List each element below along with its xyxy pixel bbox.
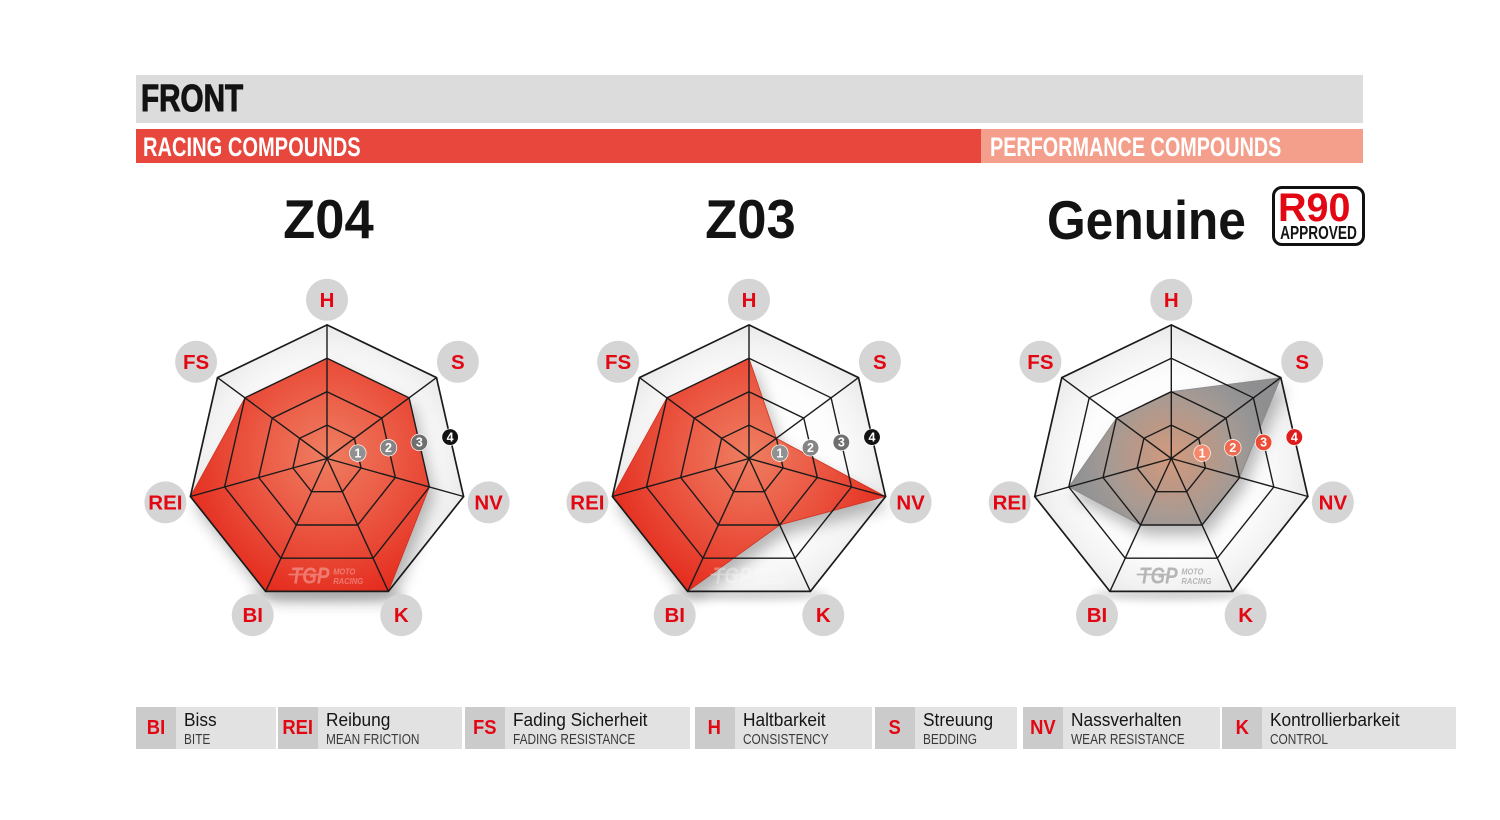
svg-text:REI: REI	[570, 491, 604, 514]
svg-text:MOTO: MOTO	[333, 567, 355, 577]
svg-text:REI: REI	[148, 491, 182, 514]
svg-text:FS: FS	[1027, 351, 1053, 374]
svg-text:BI: BI	[664, 604, 685, 627]
svg-text:3: 3	[838, 436, 845, 450]
svg-text:H: H	[320, 289, 335, 312]
svg-text:BI: BI	[1087, 604, 1108, 627]
svg-text:3: 3	[416, 436, 423, 450]
svg-text:K: K	[816, 604, 831, 627]
svg-text:H: H	[1164, 289, 1179, 312]
svg-text:FS: FS	[183, 351, 209, 374]
svg-text:S: S	[1295, 351, 1309, 374]
svg-text:NV: NV	[1319, 491, 1348, 514]
svg-text:1: 1	[354, 446, 361, 460]
svg-text:RACING: RACING	[755, 576, 785, 586]
svg-text:MOTO: MOTO	[1181, 567, 1203, 577]
svg-text:REI: REI	[993, 491, 1027, 514]
svg-text:NV: NV	[474, 491, 503, 514]
svg-text:4: 4	[869, 430, 876, 444]
svg-text:1: 1	[776, 446, 783, 460]
svg-text:K: K	[1238, 604, 1253, 627]
svg-text:H: H	[742, 289, 757, 312]
svg-text:4: 4	[447, 430, 454, 444]
svg-text:S: S	[451, 351, 465, 374]
svg-text:NV: NV	[896, 491, 925, 514]
svg-text:1: 1	[1199, 446, 1206, 460]
svg-text:RACING: RACING	[333, 576, 363, 586]
svg-text:K: K	[394, 604, 409, 627]
svg-text:3: 3	[1260, 436, 1267, 450]
svg-text:BI: BI	[242, 604, 263, 627]
svg-text:4: 4	[1291, 430, 1298, 444]
svg-text:TGP: TGP	[291, 563, 330, 589]
svg-text:2: 2	[807, 441, 814, 455]
svg-text:2: 2	[1229, 441, 1236, 455]
svg-text:MOTO: MOTO	[755, 567, 777, 577]
svg-text:FS: FS	[605, 351, 631, 374]
svg-text:TGP: TGP	[1139, 563, 1178, 589]
svg-text:S: S	[873, 351, 887, 374]
svg-text:2: 2	[385, 441, 392, 455]
svg-text:TGP: TGP	[713, 563, 752, 589]
svg-text:RACING: RACING	[1181, 576, 1211, 586]
